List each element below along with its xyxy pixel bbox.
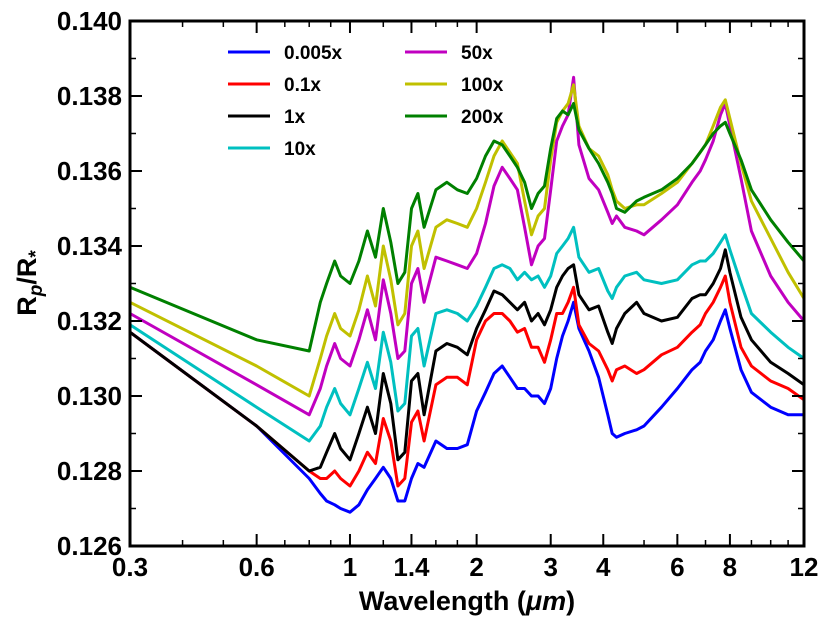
series-line-1x [129,248,805,473]
legend-label-0.005x: 0.005x [284,43,343,64]
y-tick-label: 0.132 [57,306,122,336]
series-line-0.1x [129,274,805,488]
series-layer [129,75,806,514]
series-line-0.005x [129,300,804,514]
x-tick-label: 3 [543,552,557,582]
y-tick-label: 0.130 [57,381,122,411]
legend-label-200x: 200x [461,107,504,128]
series-line-10x [129,225,805,443]
legend-label-50x: 50x [461,43,493,64]
x-tick-label: 8 [723,552,737,582]
series-line-200x [129,102,806,353]
x-tick-label: 0.6 [239,552,275,582]
legend-label-100x: 100x [461,75,504,96]
y-tick-label: 0.134 [57,231,123,261]
y-tick-label: 0.138 [57,81,122,111]
y-tick-label: 0.126 [57,531,122,561]
x-axis-title: Wavelength (μm) [359,586,575,616]
y-tick-label: 0.140 [57,6,122,36]
legend: 0.005x 0.1x 1x 10x 50x 100x 200x [228,43,504,160]
x-tick-label: 1.4 [393,552,430,582]
y-axis-title: Rp/R* [12,250,47,316]
x-tick-label: 6 [670,552,684,582]
y-tick-label: 0.136 [57,156,122,186]
x-tick-label: 0.3 [112,552,148,582]
tick-layer: 0.3 0.6 1 1.4 2 3 4 6 8 12 0.126 0.128 0.130 0.132 0.1… [57,6,819,582]
x-tick-label: 4 [596,552,611,582]
series-line-50x [129,75,806,417]
x-tick-label: 1 [343,552,357,582]
x-tick-label: 2 [469,552,483,582]
x-tick-label: 12 [790,552,819,582]
y-tick-label: 0.128 [57,456,122,486]
legend-label-0.1x: 0.1x [284,75,321,96]
legend-label-10x: 10x [284,139,316,160]
legend-label-1x: 1x [284,107,306,128]
